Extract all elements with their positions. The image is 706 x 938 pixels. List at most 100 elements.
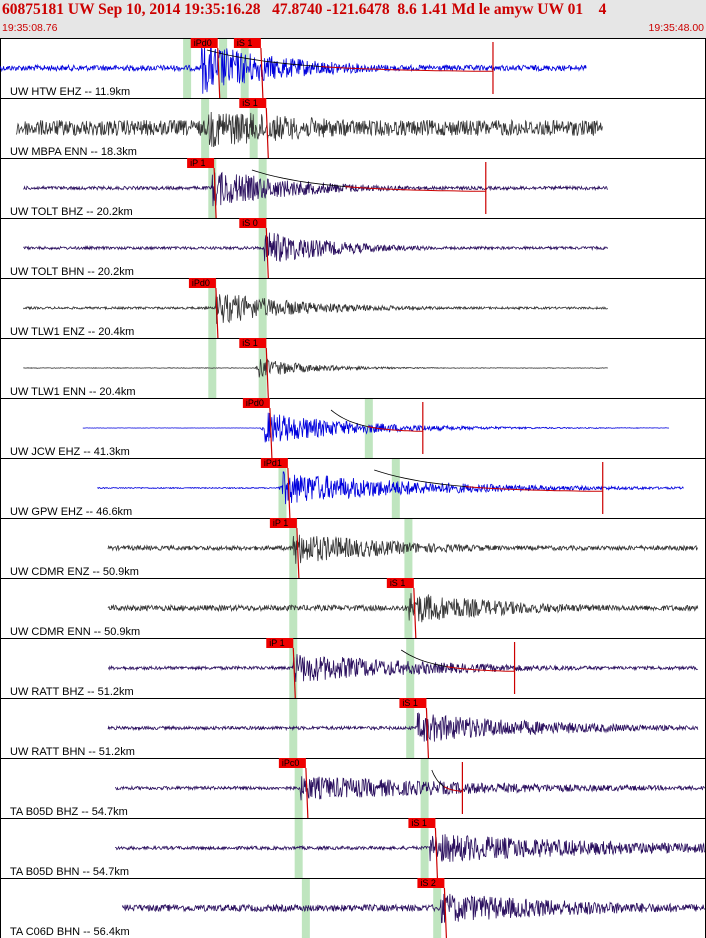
pick-label: iS 1 [242,338,258,348]
pick-line [215,287,219,339]
phase-shade [289,519,298,578]
pick-line [296,527,300,579]
trace-row: iPd0 iS 1 UW HTW EHZ -- 11.9km [0,38,706,99]
phase-shade [364,399,373,458]
phase-shade [289,639,298,698]
start-time-label: 19:35:08.76 [2,22,58,34]
pick-box[interactable] [269,518,297,528]
waveform-trace [15,111,603,148]
pick-box[interactable] [239,338,267,348]
pick-box[interactable] [266,638,294,648]
waveform-trace [108,654,698,682]
waveform-trace [114,834,706,862]
pick-box[interactable] [399,698,427,708]
pick-box[interactable] [242,398,270,408]
coda-fit-line [374,469,474,488]
coda-fit-tail [345,186,486,192]
station-label: UW JCW EHZ -- 41.3km [10,446,130,458]
phase-shade [294,819,303,878]
pick-line [265,227,269,279]
station-label: UW RATT BHZ -- 51.2km [10,686,134,698]
pick-box[interactable] [386,578,414,588]
pick-label: iPd0 [246,398,264,408]
pick-line [260,47,264,99]
pick-line [213,167,217,219]
coda-fit-line [431,769,446,788]
waveform-trace [23,358,608,378]
pick-line [287,467,291,519]
pick-label: iPd0 [194,38,212,48]
phase-shade [258,279,267,338]
phase-shade [208,279,217,338]
station-label: UW CDMR ENZ -- 50.9km [10,566,139,578]
seismogram-plot: iPd0 iS 1 UW HTW EHZ -- 11.9km iS 1 UW MBPA … [0,38,706,938]
pick-box[interactable] [188,278,216,288]
pick-line [292,647,296,699]
waveform-trace [121,893,706,924]
coda-fit-tail [321,66,493,72]
station-label: UW TOLT BHN -- 20.2km [10,266,134,278]
station-label: UW GPW EHZ -- 46.6km [10,506,132,518]
waveform-trace [107,534,699,564]
trace-row: iP 1 UW CDMR ENZ -- 50.9km [0,518,706,579]
pick-box[interactable] [239,98,267,108]
pick-label: iP 1 [269,638,284,648]
station-label: UW HTW EHZ -- 11.9km [10,86,130,98]
trace-row: iS 1 UW RATT BHN -- 51.2km [0,698,706,759]
pick-label: iS 1 [411,818,427,828]
waveform-trace [23,232,609,262]
coda-fit-tail [443,786,463,792]
pick-label: iS 1 [390,578,406,588]
station-label: UW MBPA ENN -- 18.3km [10,146,137,158]
station-label: TA B05D BHN -- 54.7km [10,866,129,878]
pick-line [269,407,273,459]
station-label: UW RATT BHN -- 51.2km [10,746,135,758]
phase-shade [406,639,415,698]
pick-box[interactable] [187,158,215,168]
trace-row: iPd0 UW TLW1 ENZ -- 20.4km [0,278,706,339]
pick-box[interactable] [190,38,218,48]
phase-shade [420,759,429,818]
pick-label: iPd1 [264,458,282,468]
waveform-trace [114,776,705,801]
coda-fit-line [206,49,331,68]
trace-row: iS 1 UW MBPA ENN -- 18.3km [0,98,706,159]
pick-line [443,887,448,938]
station-label: UW TLW1 ENN -- 20.4km [10,386,136,398]
waveform-trace [97,471,684,505]
trace-row: iP 1 UW TOLT BHZ -- 20.2km [0,158,706,219]
waveform-trace [23,171,608,207]
pick-line [425,707,430,759]
pick-label: iS 2 [420,878,436,888]
waveform-trace [23,292,608,324]
pick-box[interactable] [260,458,288,468]
phase-shade [258,339,267,398]
coda-fit-line [400,649,451,668]
station-label: UW TOLT BHZ -- 20.2km [10,206,133,218]
pick-box[interactable] [278,758,306,768]
trace-row: iS 2 TA C06D BHN -- 56.4km [0,878,706,938]
station-label: TA B05D BHZ -- 54.7km [10,806,128,818]
station-label: TA C06D BHN -- 56.4km [10,926,130,938]
coda-fit-line [330,409,371,428]
pick-line [413,587,417,639]
coda-fit-tail [367,426,423,432]
pick-label: iP 1 [190,158,205,168]
coda-fit-tail [446,666,515,672]
pick-label: iPc0 [282,758,300,768]
pick-line [265,107,269,159]
pick-box[interactable] [233,38,261,48]
pick-box[interactable] [408,818,436,828]
pick-box[interactable] [417,878,445,888]
phase-shade [289,579,298,638]
pick-label: iPd0 [192,278,210,288]
station-label: UW CDMR ENN -- 50.9km [10,626,140,638]
trace-row: iS 1 UW TLW1 ENN -- 20.4km [0,338,706,399]
pick-box[interactable] [239,218,267,228]
station-label: UW TLW1 ENZ -- 20.4km [10,326,134,338]
waveform-trace [0,45,587,94]
trace-row: iP 1 UW RATT BHZ -- 51.2km [0,638,706,699]
waveform-trace [107,712,699,742]
pick-line [434,827,439,879]
trace-row: iPd0 UW JCW EHZ -- 41.3km [0,398,706,459]
